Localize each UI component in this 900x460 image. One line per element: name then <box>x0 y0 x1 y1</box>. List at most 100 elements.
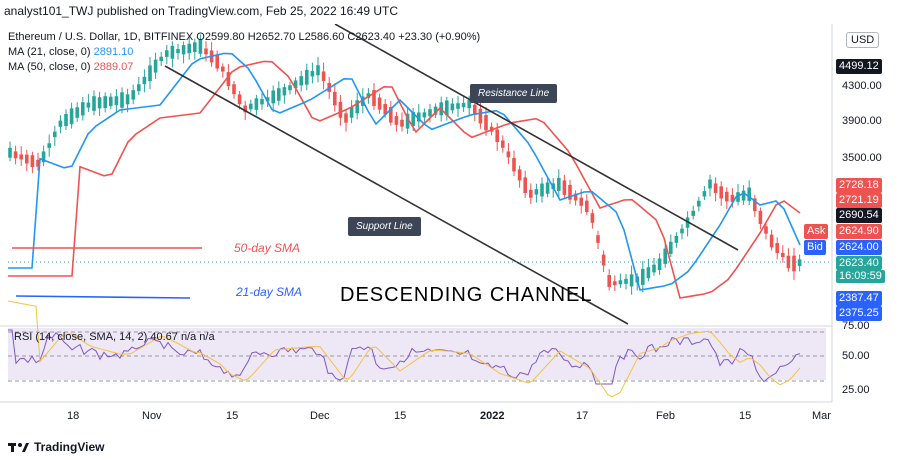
candle[interactable] <box>579 197 583 206</box>
candle[interactable] <box>624 278 628 284</box>
candle[interactable] <box>568 185 572 200</box>
candle[interactable] <box>725 191 729 202</box>
symbol-title[interactable]: Ethereum / U.S. Dollar, 1D, BITFINEX <box>8 31 194 43</box>
candle[interactable] <box>47 143 51 148</box>
candle[interactable] <box>607 275 611 287</box>
candle[interactable] <box>433 106 438 115</box>
candle[interactable] <box>165 50 169 57</box>
candle[interactable] <box>512 157 516 172</box>
candle[interactable] <box>137 84 141 92</box>
candle[interactable] <box>271 90 275 104</box>
chart-area[interactable]: Ethereum / U.S. Dollar, 1D, BITFINEX O25… <box>0 24 900 438</box>
candle[interactable] <box>400 119 404 127</box>
candle[interactable] <box>601 254 606 266</box>
candle[interactable] <box>243 105 247 113</box>
candle[interactable] <box>64 113 68 127</box>
candle[interactable] <box>478 108 483 124</box>
candle[interactable] <box>226 72 231 87</box>
candle[interactable] <box>277 88 281 101</box>
candle[interactable] <box>629 274 634 287</box>
candle[interactable] <box>697 200 701 207</box>
candle[interactable] <box>534 189 539 195</box>
candle[interactable] <box>517 169 522 181</box>
candle[interactable] <box>204 48 208 55</box>
candle[interactable] <box>92 96 96 111</box>
candle[interactable] <box>467 100 471 109</box>
candle[interactable] <box>641 268 645 285</box>
candle[interactable] <box>383 104 387 115</box>
candle[interactable] <box>713 183 718 193</box>
candle[interactable] <box>176 48 180 54</box>
candle[interactable] <box>719 186 723 199</box>
candle[interactable] <box>411 112 415 127</box>
candle[interactable] <box>680 228 684 234</box>
candle[interactable] <box>58 120 63 127</box>
candle[interactable] <box>596 235 600 243</box>
candle[interactable] <box>310 71 315 77</box>
candle[interactable] <box>484 114 488 131</box>
candle[interactable] <box>293 80 298 89</box>
candle[interactable] <box>170 45 175 59</box>
candle[interactable] <box>81 102 85 116</box>
candle[interactable] <box>540 183 544 197</box>
candle[interactable] <box>254 98 259 110</box>
candle[interactable] <box>193 42 197 53</box>
candle[interactable] <box>764 226 768 234</box>
candle[interactable] <box>333 91 337 106</box>
candle[interactable] <box>260 99 264 105</box>
candle[interactable] <box>86 102 91 108</box>
candle[interactable] <box>450 103 455 111</box>
candle[interactable] <box>585 200 589 213</box>
candle[interactable] <box>394 116 399 125</box>
candle[interactable] <box>305 69 309 85</box>
candle[interactable] <box>366 93 371 98</box>
candle[interactable] <box>75 107 79 118</box>
candle[interactable] <box>590 213 595 223</box>
candle[interactable] <box>103 96 107 109</box>
candle[interactable] <box>221 66 225 72</box>
candle[interactable] <box>702 191 707 197</box>
candle[interactable] <box>13 151 18 159</box>
candle[interactable] <box>501 140 505 148</box>
candle[interactable] <box>153 59 158 73</box>
candle[interactable] <box>741 190 746 201</box>
candle[interactable] <box>69 108 74 125</box>
candle[interactable] <box>758 210 763 224</box>
candle[interactable] <box>344 113 348 123</box>
candle[interactable] <box>506 151 511 158</box>
candle[interactable] <box>775 243 779 253</box>
candle[interactable] <box>288 85 292 91</box>
candle[interactable] <box>708 179 712 189</box>
candle[interactable] <box>422 112 427 118</box>
candle[interactable] <box>299 76 303 86</box>
candle[interactable] <box>232 84 236 95</box>
candle[interactable] <box>736 192 740 202</box>
candle[interactable] <box>657 258 662 271</box>
candle[interactable] <box>97 97 102 109</box>
candle[interactable] <box>120 92 124 108</box>
candle[interactable] <box>148 65 152 82</box>
currency-selector[interactable]: USD <box>846 32 880 48</box>
candle[interactable] <box>159 56 163 62</box>
candle[interactable] <box>405 113 410 129</box>
candle[interactable] <box>142 76 147 85</box>
candle[interactable] <box>613 281 617 286</box>
candle[interactable] <box>557 177 561 191</box>
candle[interactable] <box>529 189 533 198</box>
candle[interactable] <box>781 252 785 258</box>
candle[interactable] <box>445 100 449 116</box>
candle[interactable] <box>652 264 656 273</box>
candle[interactable] <box>114 96 119 106</box>
candle[interactable] <box>215 54 219 69</box>
candle[interactable] <box>456 103 460 109</box>
candle[interactable] <box>417 112 421 122</box>
candle[interactable] <box>349 107 354 118</box>
candle[interactable] <box>41 151 46 163</box>
candle[interactable] <box>237 94 242 105</box>
candle[interactable] <box>249 103 253 110</box>
candle[interactable] <box>316 65 320 76</box>
candle[interactable] <box>282 87 287 96</box>
candle[interactable] <box>109 96 113 107</box>
candle[interactable] <box>769 234 774 248</box>
candle[interactable] <box>663 248 667 264</box>
